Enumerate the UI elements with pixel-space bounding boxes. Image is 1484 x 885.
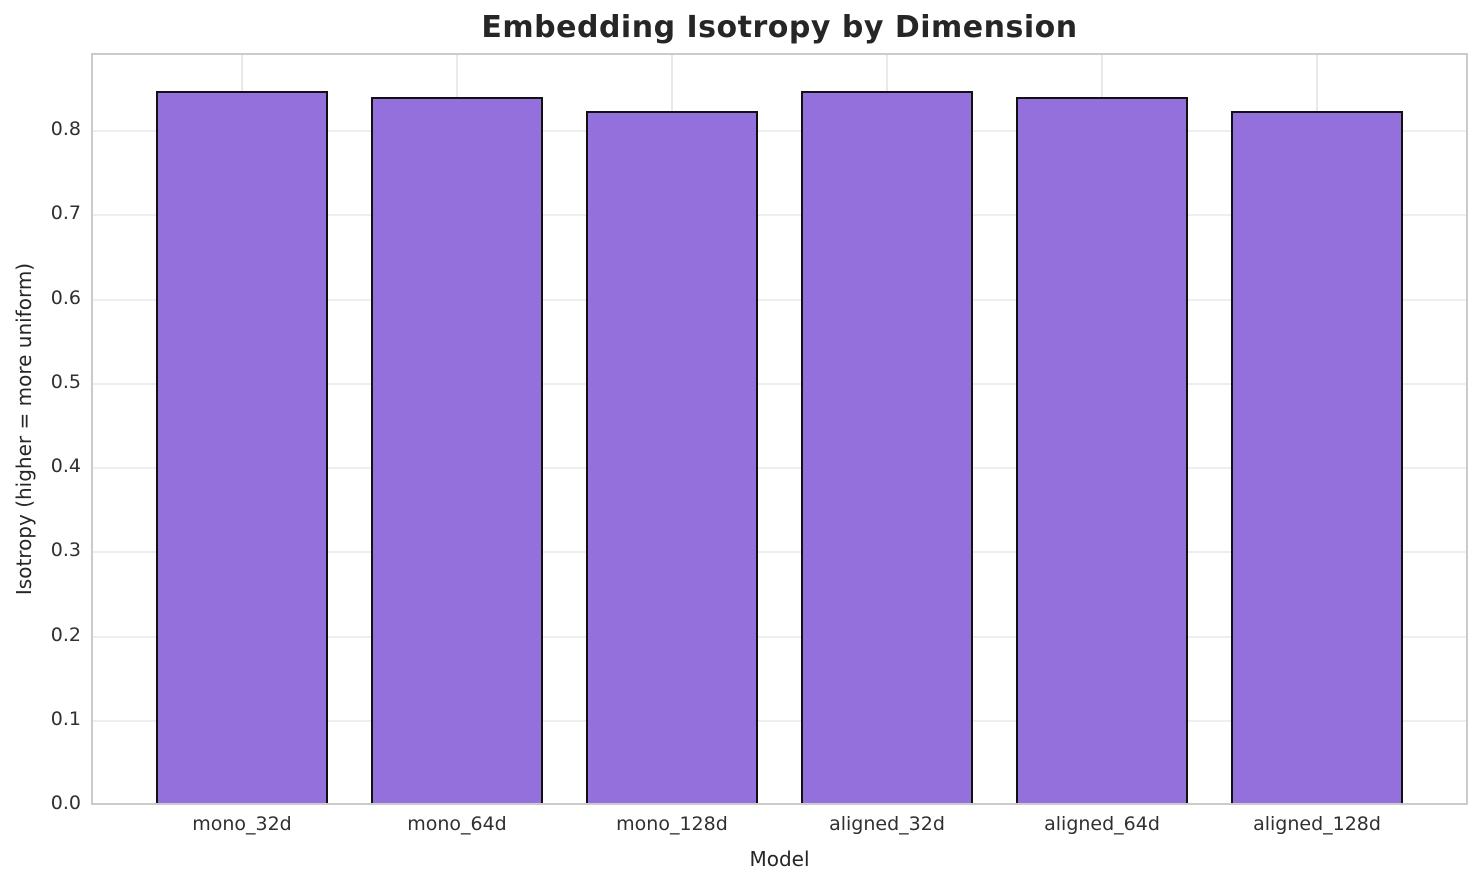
y-tick-label: 0.5 bbox=[50, 370, 81, 393]
gridline-h bbox=[93, 551, 1466, 554]
x-tick-label: aligned_128d bbox=[1253, 813, 1381, 835]
gridline-h bbox=[93, 467, 1466, 470]
bar-mono_128d bbox=[585, 110, 758, 803]
gridline-h bbox=[93, 298, 1466, 301]
y-tick-label: 0.3 bbox=[50, 539, 81, 562]
bar-mono_64d bbox=[370, 97, 543, 803]
bar-mono_32d bbox=[155, 91, 328, 803]
gridline-h bbox=[93, 719, 1466, 722]
y-tick-label: 0.8 bbox=[50, 118, 81, 141]
y-tick-label: 0.2 bbox=[50, 623, 81, 646]
y-axis-label: Isotropy (higher = more uniform) bbox=[12, 262, 36, 596]
bar-aligned_128d bbox=[1231, 110, 1404, 803]
x-tick-label: mono_128d bbox=[616, 813, 728, 835]
x-tick-label: aligned_32d bbox=[829, 813, 945, 835]
y-tick-label: 0.7 bbox=[50, 202, 81, 225]
bar-aligned_32d bbox=[801, 91, 973, 803]
x-tick-label: mono_64d bbox=[407, 813, 507, 835]
y-tick-label: 0.6 bbox=[50, 286, 81, 309]
plot-area: 0.0 0.1 0.2 0.3 0.4 0.5 0.6 0.7 0.8 mono_32d mono_… bbox=[51, 53, 1468, 835]
gridline-h bbox=[93, 635, 1466, 638]
x-axis-label: Model bbox=[749, 847, 810, 871]
x-tick-label: mono_32d bbox=[192, 813, 292, 835]
gridline-h bbox=[93, 214, 1466, 217]
bar-aligned_64d bbox=[1016, 97, 1188, 803]
y-tick-label: 0.4 bbox=[50, 455, 81, 478]
chart-title: Embedding Isotropy by Dimension bbox=[481, 10, 1078, 45]
gridline-h bbox=[93, 130, 1466, 133]
gridline-h bbox=[93, 382, 1466, 385]
y-tick-label: 0.0 bbox=[50, 792, 81, 814]
x-tick-label: aligned_64d bbox=[1044, 813, 1160, 835]
y-tick-label: 0.1 bbox=[50, 707, 81, 730]
